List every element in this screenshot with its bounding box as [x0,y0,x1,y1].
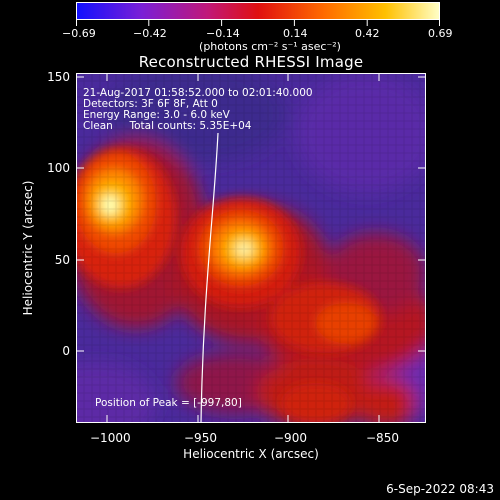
x-tick-label: −850 [366,431,399,445]
x-axis-label: Heliocentric X (arcsec) [183,447,319,461]
colorbar-tick-label: 0.69 [428,27,453,40]
colorbar-unit-label: (photons cm⁻² s⁻¹ asec⁻²) [199,40,341,53]
colorbar-tick-label: −0.69 [62,27,96,40]
x-tick-label: −900 [274,431,307,445]
annotation-peak-position: Position of Peak = [-997,80] [95,397,242,409]
colorbar-tick-label: −0.42 [133,27,167,40]
y-tick-label: 100 [47,161,70,175]
y-axis-label: Heliocentric Y (arcsec) [21,180,35,316]
colorbar-tick-label: 0.14 [283,27,308,40]
solar-limb-curve [200,132,219,423]
x-tick-label: −950 [184,431,217,445]
date-stamp: 6-Sep-2022 08:43 [386,482,494,496]
rhessi-image-plot [76,73,426,423]
colorbar-tick-label: −0.14 [206,27,240,40]
y-tick-label: 150 [47,70,70,84]
annotation-time-range: 21-Aug-2017 01:58:52.000 to 02:01:40.000 [83,87,313,99]
y-tick-label: 50 [54,253,70,267]
colorbar-tick-marks [76,20,440,26]
annotation-clean-counts: Clean Total counts: 5.35E+04 [83,120,252,132]
image-heatmap [76,73,426,423]
annotation-detectors: Detectors: 3F 6F 8F, Att 0 [83,98,218,110]
annotation-energy-range: Energy Range: 3.0 - 6.0 keV [83,109,230,121]
plot-title: Reconstructed RHESSI Image [138,53,364,71]
colorbar-tick-label: 0.42 [355,27,380,40]
axis-ticks [76,73,426,423]
x-tick-label: −1000 [90,431,131,445]
y-tick-label: 0 [62,344,70,358]
plot-frame [76,73,426,423]
colorbar [76,2,440,20]
